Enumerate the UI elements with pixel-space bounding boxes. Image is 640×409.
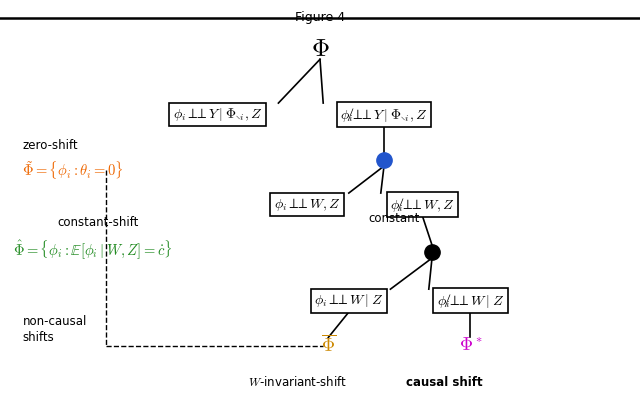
Text: $\Phi^*$: $\Phi^*$ [459, 337, 482, 355]
Text: $\Phi$: $\Phi$ [310, 37, 330, 61]
Text: $\phi_i \not\!\perp\!\!\!\perp Y \mid \Phi_{\setminus i}, Z$: $\phi_i \not\!\perp\!\!\!\perp Y \mid \P… [340, 106, 428, 124]
Text: non-causal: non-causal [22, 315, 87, 328]
Text: $\hat{\Phi} = \{\phi_i : \mathbb{E}[\phi_i \mid W, Z] = \dot{c}\}$: $\hat{\Phi} = \{\phi_i : \mathbb{E}[\phi… [13, 238, 172, 261]
Text: $\phi_i \perp\!\!\!\perp W, Z$: $\phi_i \perp\!\!\!\perp W, Z$ [274, 196, 340, 213]
Text: Figure 4: Figure 4 [295, 11, 345, 25]
Text: constant: constant [368, 212, 419, 225]
Text: $W$-invariant-shift: $W$-invariant-shift [248, 375, 348, 389]
Text: $\phi_i \not\!\perp\!\!\!\perp W \mid Z$: $\phi_i \not\!\perp\!\!\!\perp W \mid Z$ [436, 292, 504, 310]
Text: $\phi_i \not\!\perp\!\!\!\perp W, Z$: $\phi_i \not\!\perp\!\!\!\perp W, Z$ [390, 196, 455, 213]
Text: causal shift: causal shift [406, 376, 483, 389]
Text: $\overline{\Phi}$: $\overline{\Phi}$ [321, 335, 336, 356]
Text: shifts: shifts [22, 331, 54, 344]
Text: $\phi_i \perp\!\!\!\perp Y \mid \Phi_{\setminus i}, Z$: $\phi_i \perp\!\!\!\perp Y \mid \Phi_{\s… [173, 106, 262, 123]
Text: constant-shift: constant-shift [58, 216, 139, 229]
Text: zero-shift: zero-shift [22, 139, 78, 152]
Text: $\tilde{\Phi} = \{\phi_i : \theta_i = 0\}$: $\tilde{\Phi} = \{\phi_i : \theta_i = 0\… [22, 159, 124, 181]
Text: $\phi_i \perp\!\!\!\perp W \mid Z$: $\phi_i \perp\!\!\!\perp W \mid Z$ [314, 292, 383, 309]
